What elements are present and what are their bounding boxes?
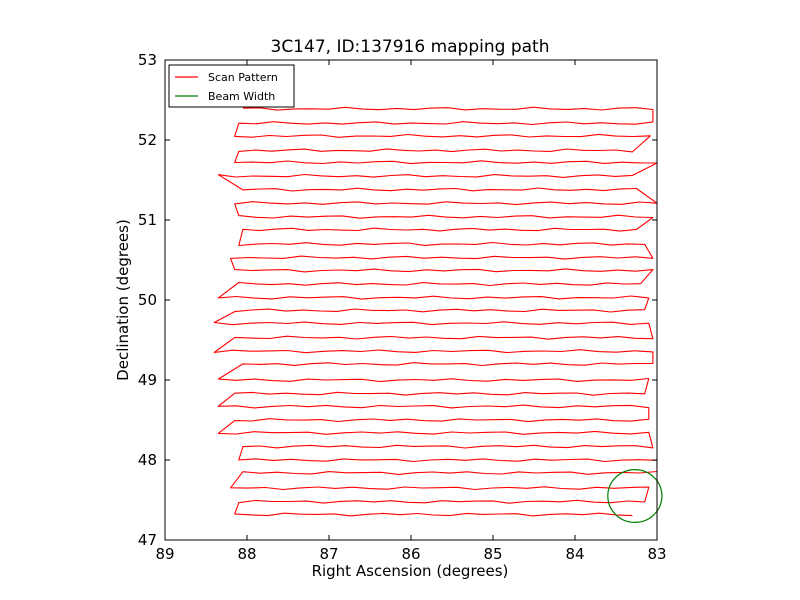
x-tick-label: 84 [565,545,584,563]
beam-width-circle [607,469,663,524]
x-axis-label: Right Ascension (degrees) [312,562,509,580]
scan-pattern-line [213,106,657,517]
chart-title: 3C147, ID:137916 mapping path [271,37,550,57]
y-tick-label: 51 [138,211,157,229]
beam-width-series [607,469,663,524]
x-tick-label: 85 [483,545,502,563]
legend-label-scan: Scan Pattern [208,71,278,84]
scan-pattern-series [213,106,657,517]
y-tick-label: 48 [138,451,157,469]
plot-area [165,60,657,540]
legend-box [168,64,295,108]
axis-ticks: 89 88 87 86 85 84 83 47 48 49 50 51 52 53 [138,51,667,563]
y-tick-label: 50 [138,291,157,309]
x-tick-label: 87 [319,545,338,563]
x-tick-label: 89 [155,545,174,563]
y-tick-label: 49 [138,371,157,389]
y-tick-label: 53 [138,51,157,69]
y-axis-label: Declination (degrees) [114,219,132,381]
legend: Scan Pattern Beam Width [168,64,295,108]
y-tick-label: 52 [138,131,157,149]
legend-label-beam: Beam Width [208,90,275,103]
y-tick-label: 47 [138,531,157,549]
plot-background [165,60,657,540]
x-tick-label: 83 [647,545,666,563]
x-tick-label: 86 [401,545,420,563]
x-tick-label: 88 [237,545,256,563]
